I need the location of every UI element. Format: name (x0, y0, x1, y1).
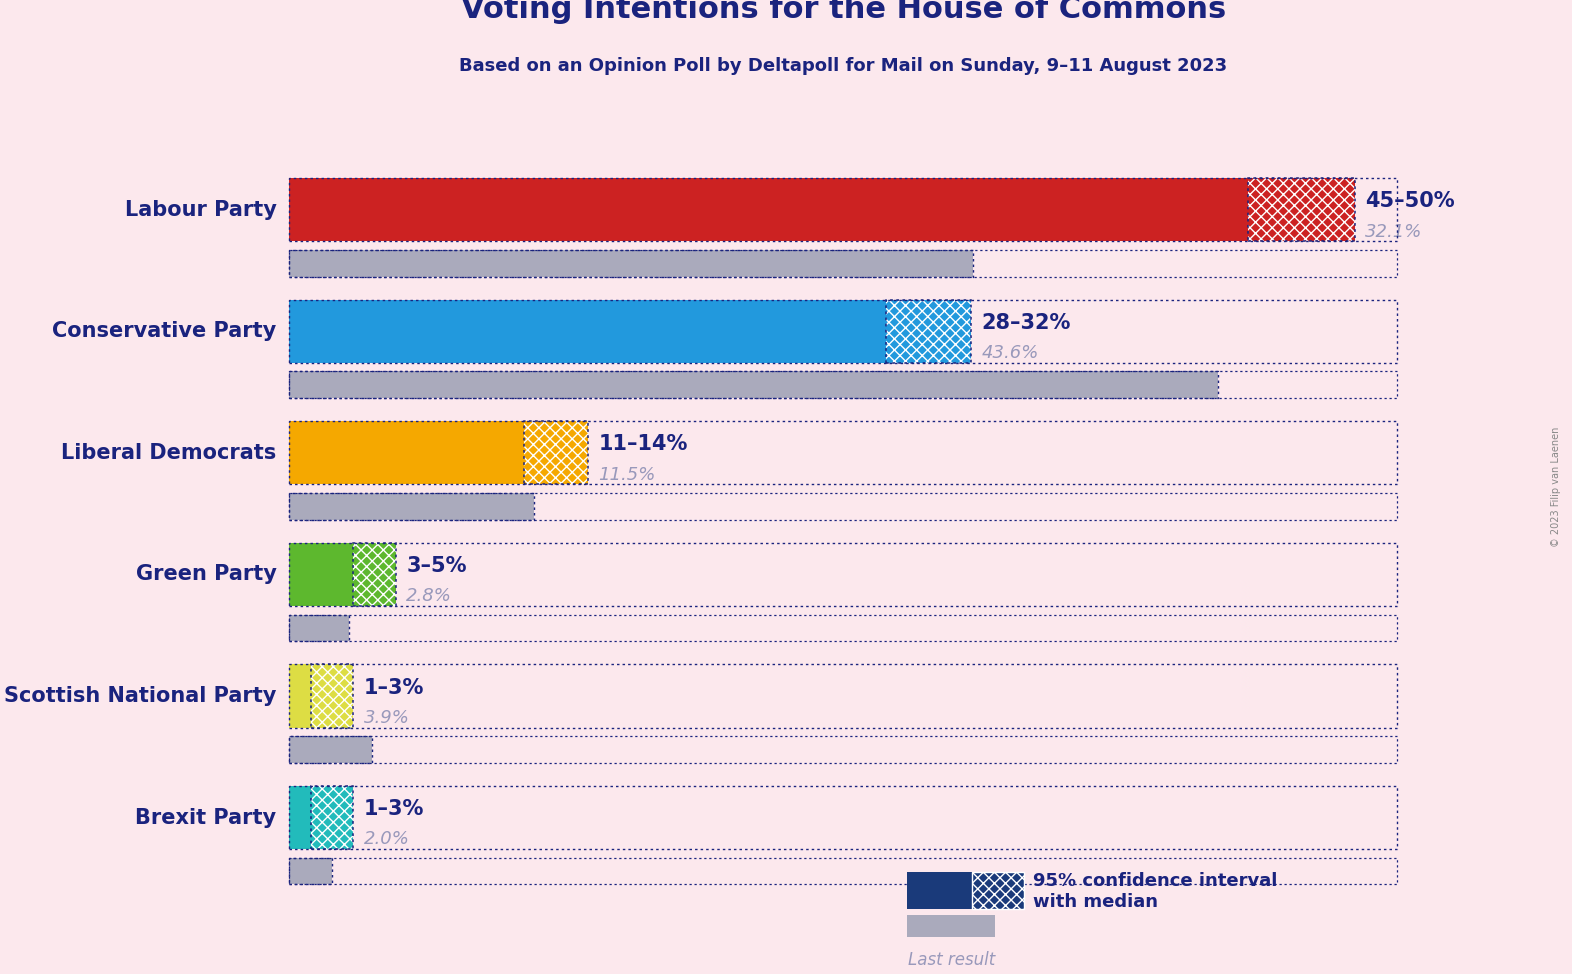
Text: Voting Intentions for the House of Commons: Voting Intentions for the House of Commo… (461, 0, 1226, 23)
Bar (289, 615, 349, 641)
Bar (289, 736, 373, 763)
Bar (289, 421, 1398, 484)
Bar (289, 858, 1398, 884)
Bar (311, 664, 354, 728)
Bar (907, 873, 971, 909)
Text: Based on an Opinion Poll by Deltapoll for Mail on Sunday, 9–11 August 2023: Based on an Opinion Poll by Deltapoll fo… (459, 56, 1228, 75)
Text: © 2023 Filip van Laenen: © 2023 Filip van Laenen (1552, 427, 1561, 547)
Text: Labour Party: Labour Party (124, 200, 277, 220)
Bar (289, 493, 534, 520)
Bar (289, 858, 332, 884)
Text: 43.6%: 43.6% (982, 344, 1039, 362)
Bar (289, 249, 973, 277)
Text: 3.9%: 3.9% (363, 709, 410, 727)
Bar (289, 736, 1398, 763)
Bar (523, 421, 588, 484)
Bar (289, 493, 534, 520)
Bar (289, 543, 1398, 606)
Bar (907, 915, 995, 937)
Bar (1248, 178, 1355, 242)
Bar (289, 371, 1218, 398)
Text: 2.8%: 2.8% (407, 587, 453, 605)
Bar (289, 858, 332, 884)
Bar (1248, 178, 1355, 242)
Text: Last result: Last result (907, 952, 995, 969)
Bar (289, 249, 973, 277)
Text: Green Party: Green Party (135, 564, 277, 584)
Bar (289, 786, 311, 849)
Text: 11.5%: 11.5% (599, 466, 656, 484)
Text: 28–32%: 28–32% (982, 313, 1071, 333)
Text: 1–3%: 1–3% (363, 678, 424, 697)
Bar (311, 664, 354, 728)
Bar (289, 178, 1398, 242)
Bar (971, 873, 1025, 909)
Bar (289, 786, 1398, 849)
Text: 11–14%: 11–14% (599, 434, 687, 454)
Bar (289, 615, 1398, 641)
Bar (311, 786, 354, 849)
Bar (289, 615, 349, 641)
Text: 45–50%: 45–50% (1366, 191, 1456, 211)
Text: Brexit Party: Brexit Party (135, 807, 277, 828)
Bar (354, 543, 396, 606)
Bar (311, 786, 354, 849)
Bar (289, 543, 354, 606)
Bar (289, 421, 523, 484)
Text: 95% confidence interval
with median: 95% confidence interval with median (1033, 873, 1278, 911)
Text: 3–5%: 3–5% (407, 556, 467, 576)
Text: 2.0%: 2.0% (363, 831, 410, 848)
Bar (289, 178, 1248, 242)
Bar (887, 300, 971, 363)
Bar (354, 543, 396, 606)
Text: 32.1%: 32.1% (1366, 222, 1423, 241)
Bar (289, 300, 1398, 363)
Bar (289, 249, 1398, 277)
Bar (289, 300, 887, 363)
Bar (289, 371, 1218, 398)
Bar (289, 664, 1398, 728)
Bar (523, 421, 588, 484)
Text: Scottish National Party: Scottish National Party (5, 686, 277, 706)
Text: Liberal Democrats: Liberal Democrats (61, 443, 277, 463)
Bar (289, 493, 1398, 520)
Bar (289, 736, 373, 763)
Text: Conservative Party: Conservative Party (52, 321, 277, 341)
Bar (289, 664, 311, 728)
Bar (289, 371, 1398, 398)
Bar (887, 300, 971, 363)
Text: 1–3%: 1–3% (363, 799, 424, 819)
